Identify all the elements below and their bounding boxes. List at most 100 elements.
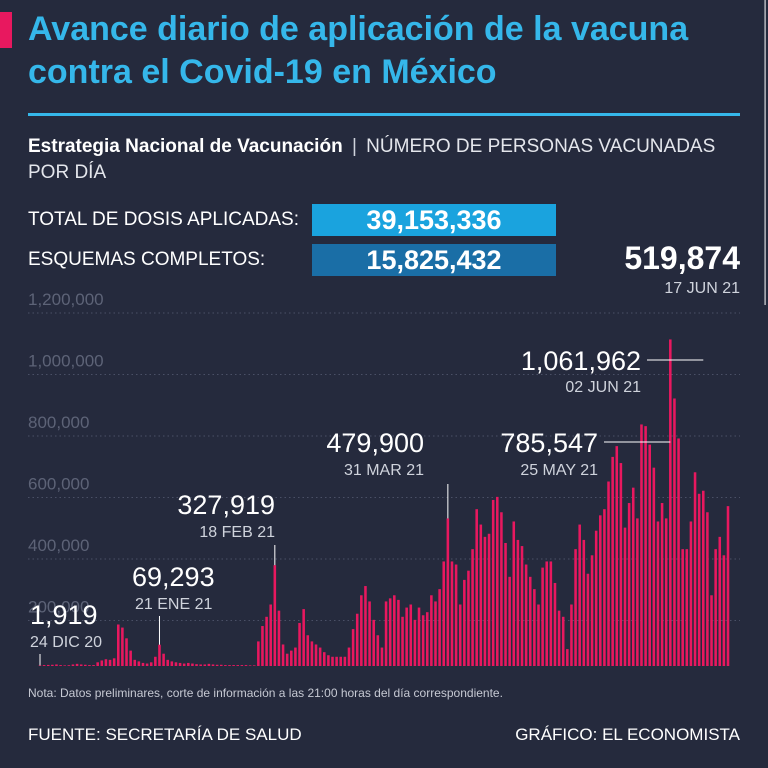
bar bbox=[281, 644, 285, 666]
bar bbox=[603, 509, 606, 666]
subtitle-separator: | bbox=[351, 136, 357, 157]
bar bbox=[63, 665, 66, 666]
bar bbox=[302, 609, 305, 666]
bar bbox=[417, 607, 421, 666]
annotation-value: 785,547 bbox=[500, 428, 598, 458]
bar bbox=[710, 595, 713, 666]
bar bbox=[458, 604, 462, 666]
bar bbox=[265, 616, 268, 666]
bar bbox=[145, 663, 149, 666]
bar bbox=[656, 521, 660, 666]
subtitle-strategy: Estrategia Nacional de Vacunación bbox=[28, 136, 343, 157]
graphic-credit: GRÁFICO: EL ECONOMISTA bbox=[515, 725, 740, 744]
bar bbox=[582, 539, 586, 666]
bar bbox=[42, 665, 46, 666]
bar bbox=[508, 576, 511, 666]
annotation-date: 02 JUN 21 bbox=[565, 379, 641, 396]
annotation-date: 17 JUN 21 bbox=[664, 280, 740, 297]
bar bbox=[648, 444, 652, 666]
bar bbox=[718, 536, 722, 666]
bar bbox=[75, 663, 79, 666]
bar bbox=[269, 604, 272, 666]
bar bbox=[257, 641, 260, 666]
bar bbox=[203, 664, 207, 666]
bar bbox=[121, 627, 124, 666]
bar bbox=[590, 555, 594, 666]
bar bbox=[660, 503, 664, 666]
annotation-date: 24 DIC 20 bbox=[30, 634, 102, 651]
bar bbox=[442, 561, 446, 666]
bar bbox=[158, 644, 161, 666]
bar bbox=[644, 426, 647, 666]
bar bbox=[574, 549, 577, 666]
bar bbox=[693, 472, 697, 666]
bar bbox=[244, 665, 248, 666]
bar bbox=[491, 499, 495, 666]
bar bbox=[187, 662, 190, 666]
bar bbox=[652, 467, 656, 666]
bar bbox=[137, 661, 141, 666]
bar bbox=[343, 656, 347, 666]
bar bbox=[88, 665, 91, 666]
bar bbox=[566, 649, 569, 666]
y-tick-label: 1,200,000 bbox=[28, 290, 104, 309]
bar bbox=[553, 582, 557, 666]
bar bbox=[372, 619, 375, 666]
bar bbox=[211, 664, 215, 666]
bar bbox=[586, 573, 590, 666]
bar bbox=[697, 493, 701, 666]
bar bbox=[133, 659, 137, 666]
bar bbox=[96, 662, 99, 666]
bar bbox=[261, 626, 264, 666]
y-tick-label: 400,000 bbox=[28, 536, 89, 555]
annotation-date: 21 ENE 21 bbox=[135, 596, 212, 613]
bar bbox=[322, 652, 326, 666]
bar bbox=[702, 490, 705, 666]
y-tick-label: 200,000 bbox=[28, 598, 89, 617]
bar bbox=[549, 561, 553, 666]
bar bbox=[364, 586, 367, 666]
bar bbox=[178, 662, 182, 666]
bar bbox=[631, 487, 635, 666]
bar bbox=[199, 664, 202, 666]
bar bbox=[71, 664, 75, 666]
bar bbox=[384, 601, 388, 666]
bar bbox=[191, 663, 194, 666]
annotation-date: 25 MAY 21 bbox=[520, 462, 598, 479]
bar bbox=[46, 664, 50, 666]
annotation-date: 18 FEB 21 bbox=[199, 524, 275, 541]
bar bbox=[561, 616, 565, 666]
bar bbox=[623, 527, 627, 666]
page-title: Avance diario de aplicación de la vacuna… bbox=[28, 10, 689, 91]
bar bbox=[104, 659, 108, 666]
bar bbox=[59, 665, 62, 666]
bar bbox=[607, 481, 610, 666]
bar bbox=[360, 595, 363, 666]
bar bbox=[714, 549, 717, 666]
bar bbox=[327, 655, 330, 666]
bar bbox=[207, 663, 211, 666]
bar bbox=[578, 524, 581, 666]
bar bbox=[611, 456, 614, 666]
bar bbox=[335, 656, 338, 666]
bar bbox=[236, 665, 240, 666]
total-doses-label: TOTAL DE DOSIS APLICADAS: bbox=[28, 209, 300, 230]
bar bbox=[594, 530, 598, 666]
bar bbox=[545, 561, 549, 666]
bar bbox=[533, 589, 536, 666]
bar bbox=[454, 564, 458, 666]
bar bbox=[627, 503, 631, 666]
bar bbox=[331, 656, 334, 666]
bar bbox=[314, 644, 318, 666]
bar bbox=[285, 653, 289, 666]
bar bbox=[689, 521, 693, 666]
bar bbox=[347, 647, 351, 666]
bar bbox=[116, 624, 120, 666]
bar bbox=[67, 665, 71, 666]
bar bbox=[351, 629, 355, 666]
bar bbox=[619, 463, 623, 666]
bar bbox=[467, 570, 470, 666]
bar bbox=[413, 619, 417, 666]
bar bbox=[409, 604, 413, 666]
bar bbox=[512, 521, 516, 666]
